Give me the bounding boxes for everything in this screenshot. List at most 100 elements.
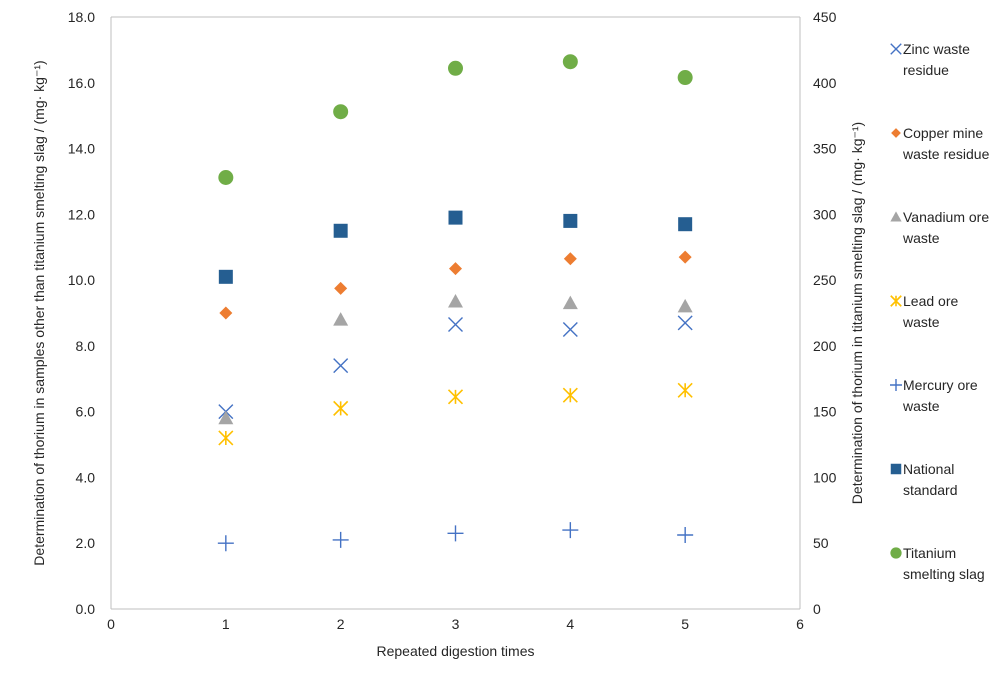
data-point: [678, 250, 692, 264]
data-point: [218, 430, 234, 446]
x-axis-title: Repeated digestion times: [377, 643, 535, 659]
series-vanadium-ore-waste: [218, 293, 693, 425]
data-point: [677, 315, 693, 331]
right-y-tick-label: 0: [813, 601, 821, 617]
right-y-tick-label: 150: [813, 404, 837, 420]
left-y-tick-label: 4.0: [76, 469, 96, 485]
legend-item: Copper mine waste residue: [891, 125, 990, 162]
data-point: [678, 217, 693, 232]
legend-marker-icon: [890, 379, 902, 391]
data-point: [677, 382, 693, 398]
right-y-tick-label: 450: [813, 9, 837, 25]
x-tick-label: 4: [566, 616, 574, 632]
data-point: [448, 210, 463, 225]
legend-marker-icon: [890, 463, 902, 475]
legend-label: smelting slag: [903, 566, 985, 582]
legend-label: standard: [903, 482, 957, 498]
data-point: [218, 269, 233, 284]
legend-label: Titanium: [903, 545, 956, 561]
left-y-tick-label: 18.0: [68, 9, 95, 25]
legend-label: Vanadium ore: [903, 209, 989, 225]
left-y-tick-label: 8.0: [76, 338, 96, 354]
data-point: [677, 527, 694, 543]
data-point: [333, 104, 349, 120]
data-point: [334, 281, 348, 295]
left-y-tick-label: 10.0: [68, 272, 95, 288]
legend-label: Zinc waste: [903, 41, 970, 57]
data-points: [217, 54, 694, 552]
data-point: [562, 387, 578, 403]
right-y-tick-label: 200: [813, 338, 837, 354]
data-point: [448, 60, 463, 76]
series-mercury-ore-waste: [217, 522, 694, 552]
data-point: [563, 252, 577, 266]
right-y-tick-label: 350: [813, 141, 837, 157]
series-national-standard: [218, 210, 693, 284]
right-y-tick-label: 50: [813, 535, 829, 551]
data-point: [447, 525, 464, 542]
right-y-axis-title: Determination of thorium in titanium sme…: [849, 122, 865, 504]
x-tick-label: 1: [222, 616, 230, 632]
data-point: [333, 223, 348, 238]
data-point: [219, 306, 233, 320]
right-y-tick-label: 300: [813, 206, 837, 222]
left-y-tick-label: 16.0: [68, 75, 95, 91]
left-y-tick-label: 6.0: [76, 404, 96, 420]
data-point: [332, 531, 349, 548]
data-point: [562, 522, 579, 539]
x-tick-label: 6: [796, 616, 804, 632]
data-point: [562, 321, 578, 337]
legend-label: residue: [903, 62, 949, 78]
legend-label: Mercury ore: [903, 377, 978, 393]
legend-marker-icon: [890, 295, 902, 307]
x-tick-label: 0: [107, 616, 115, 632]
x-axis-ticks: 0 1 2 3 4 5 6: [107, 616, 804, 632]
legend-item: National standard: [890, 461, 957, 498]
series-titanium-smelting-slag: [218, 54, 693, 185]
legend-label: waste: [902, 314, 940, 330]
legend-item: Lead ore waste: [890, 293, 958, 330]
data-point: [218, 410, 234, 425]
data-point: [448, 293, 463, 308]
legend-label: Copper mine: [903, 125, 983, 141]
data-point: [562, 54, 578, 70]
left-y-tick-label: 14.0: [68, 141, 95, 157]
data-point: [563, 213, 578, 228]
left-y-tick-label: 2.0: [76, 535, 96, 551]
data-point: [448, 317, 463, 333]
x-tick-label: 5: [681, 616, 689, 632]
data-point: [218, 169, 234, 185]
left-y-tick-label: 0.0: [76, 601, 96, 617]
left-y-axis-ticks: 0.0 2.0 4.0 6.0 8.0 10.0 12.0 14.0 16.0 18.0: [68, 9, 95, 617]
legend-marker-icon: [890, 547, 902, 559]
legend-item: Vanadium ore waste: [890, 209, 989, 246]
legend: Zinc waste residue Copper mine waste residu…: [890, 41, 990, 582]
data-point: [449, 262, 462, 276]
data-point: [217, 535, 234, 552]
series-lead-ore-waste: [218, 382, 693, 446]
data-point: [333, 312, 349, 326]
right-y-tick-label: 400: [813, 75, 837, 91]
data-point: [447, 389, 464, 405]
legend-label: National: [903, 461, 954, 477]
legend-marker-icon: [890, 43, 902, 55]
data-point: [677, 70, 693, 86]
right-y-tick-label: 250: [813, 272, 837, 288]
x-tick-label: 2: [337, 616, 345, 632]
legend-marker-icon: [891, 128, 901, 138]
x-tick-label: 3: [452, 616, 460, 632]
legend-label: waste residue: [902, 146, 990, 162]
legend-item: Titanium smelting slag: [890, 545, 985, 582]
left-y-tick-label: 12.0: [68, 206, 95, 222]
data-point: [333, 358, 349, 374]
legend-item: Zinc waste residue: [890, 41, 970, 78]
series-copper-mine-waste-residue: [219, 250, 692, 320]
legend-label: waste: [902, 230, 940, 246]
data-point: [333, 400, 349, 416]
legend-label: waste: [902, 398, 940, 414]
data-point: [562, 295, 578, 310]
right-y-tick-label: 100: [813, 469, 837, 485]
plot-area: [110, 16, 801, 610]
legend-label: Lead ore: [903, 293, 958, 309]
